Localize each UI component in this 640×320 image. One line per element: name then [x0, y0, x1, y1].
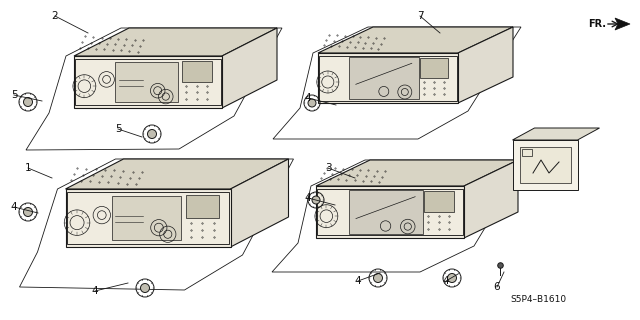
Bar: [522, 149, 531, 156]
Bar: [67, 192, 229, 244]
Text: 1: 1: [25, 163, 31, 173]
Text: 5: 5: [115, 124, 122, 134]
Text: 4: 4: [305, 93, 311, 103]
Bar: [424, 191, 454, 212]
Polygon shape: [74, 28, 277, 56]
Bar: [115, 62, 178, 102]
Circle shape: [447, 274, 456, 283]
Bar: [349, 57, 419, 99]
Text: 4: 4: [305, 193, 311, 203]
Text: 4: 4: [92, 286, 99, 296]
Circle shape: [24, 207, 33, 217]
Polygon shape: [318, 53, 458, 103]
Text: 4: 4: [11, 202, 17, 212]
Polygon shape: [615, 18, 630, 30]
Circle shape: [308, 99, 316, 107]
Bar: [76, 59, 221, 105]
Polygon shape: [230, 159, 289, 247]
Bar: [349, 190, 422, 234]
Polygon shape: [318, 27, 513, 53]
Circle shape: [374, 274, 383, 283]
Text: 4: 4: [443, 276, 449, 286]
Polygon shape: [316, 186, 464, 238]
Text: 3: 3: [324, 163, 332, 173]
Text: S5P4–B1610: S5P4–B1610: [510, 295, 566, 305]
Text: 5: 5: [11, 90, 17, 100]
Bar: [520, 147, 570, 183]
Bar: [186, 195, 219, 218]
Polygon shape: [74, 56, 222, 108]
Polygon shape: [458, 27, 513, 103]
Text: 2: 2: [52, 11, 58, 21]
Polygon shape: [513, 128, 600, 140]
Bar: [420, 58, 448, 78]
Bar: [182, 61, 212, 82]
Text: FR.: FR.: [588, 19, 606, 29]
Polygon shape: [316, 160, 518, 186]
Bar: [112, 196, 181, 240]
Polygon shape: [65, 189, 230, 247]
Text: 6: 6: [493, 282, 500, 292]
Text: 7: 7: [417, 11, 423, 21]
Polygon shape: [222, 28, 277, 108]
Circle shape: [141, 284, 150, 292]
Circle shape: [312, 196, 320, 204]
Bar: [319, 55, 456, 100]
Polygon shape: [464, 160, 518, 238]
Circle shape: [24, 98, 33, 107]
Text: 4: 4: [355, 276, 362, 286]
Bar: [317, 188, 463, 236]
Bar: [513, 140, 577, 190]
Circle shape: [147, 130, 157, 139]
Polygon shape: [65, 159, 289, 189]
